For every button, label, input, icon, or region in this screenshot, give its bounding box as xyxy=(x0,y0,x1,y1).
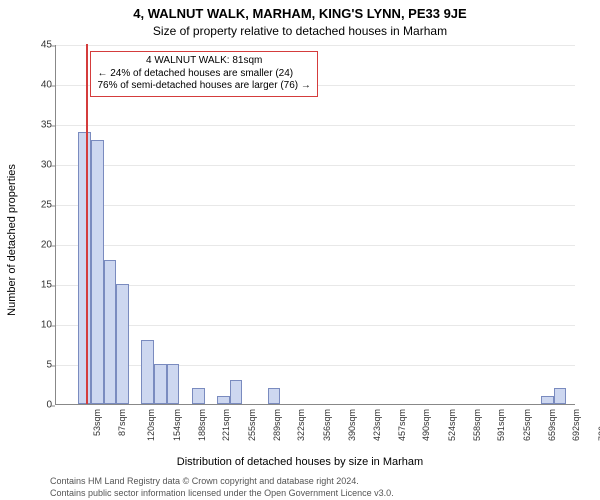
x-tick-label: 154sqm xyxy=(172,409,182,441)
x-tick-label: 356sqm xyxy=(322,409,332,441)
histogram-bar xyxy=(554,388,567,404)
gridline xyxy=(56,125,575,126)
annotation-line3: 76% of semi-detached houses are larger (… xyxy=(97,80,310,93)
histogram-bar xyxy=(78,132,91,404)
x-tick-label: 490sqm xyxy=(421,409,431,441)
x-tick-label: 591sqm xyxy=(496,409,506,441)
plot-area: 4 WALNUT WALK: 81sqm ← 24% of detached h… xyxy=(55,45,575,405)
gridline xyxy=(56,245,575,246)
y-tick-label: 25 xyxy=(28,200,52,211)
annotation-box: 4 WALNUT WALK: 81sqm ← 24% of detached h… xyxy=(90,51,317,97)
x-tick-label: 692sqm xyxy=(571,409,581,441)
x-tick-label: 53sqm xyxy=(92,409,102,436)
y-tick-label: 10 xyxy=(28,320,52,331)
chart-title: 4, WALNUT WALK, MARHAM, KING'S LYNN, PE3… xyxy=(0,6,600,21)
gridline xyxy=(56,45,575,46)
chart-container: 4, WALNUT WALK, MARHAM, KING'S LYNN, PE3… xyxy=(0,0,600,500)
histogram-bar xyxy=(268,388,281,404)
histogram-bar xyxy=(217,396,230,404)
histogram-bar xyxy=(192,388,205,404)
gridline xyxy=(56,165,575,166)
y-axis-label: Number of detached properties xyxy=(6,164,18,316)
x-tick-label: 390sqm xyxy=(347,409,357,441)
x-tick-label: 726sqm xyxy=(597,409,600,441)
x-tick-label: 558sqm xyxy=(472,409,482,441)
x-tick-label: 255sqm xyxy=(247,409,257,441)
x-tick-label: 322sqm xyxy=(297,409,307,441)
histogram-bar xyxy=(154,364,167,404)
y-tick-label: 5 xyxy=(28,360,52,371)
x-tick-label: 188sqm xyxy=(197,409,207,441)
x-tick-label: 289sqm xyxy=(272,409,282,441)
histogram-bar xyxy=(141,340,154,404)
reference-line xyxy=(86,44,88,404)
x-tick-label: 659sqm xyxy=(547,409,557,441)
x-tick-label: 87sqm xyxy=(117,409,127,436)
y-tick-label: 20 xyxy=(28,240,52,251)
histogram-bar xyxy=(167,364,180,404)
annotation-line2: ← 24% of detached houses are smaller (24… xyxy=(97,68,310,81)
y-tick-label: 35 xyxy=(28,120,52,131)
gridline xyxy=(56,325,575,326)
x-tick-label: 524sqm xyxy=(447,409,457,441)
histogram-bar xyxy=(541,396,554,404)
gridline xyxy=(56,285,575,286)
y-tick-label: 15 xyxy=(28,280,52,291)
footer-licence: Contains public sector information licen… xyxy=(50,488,394,498)
y-tick-label: 40 xyxy=(28,80,52,91)
y-tick-label: 30 xyxy=(28,160,52,171)
histogram-bar xyxy=(104,260,117,404)
annotation-line1: 4 WALNUT WALK: 81sqm xyxy=(97,55,310,68)
histogram-bar xyxy=(230,380,243,404)
gridline xyxy=(56,205,575,206)
x-axis-label: Distribution of detached houses by size … xyxy=(0,456,600,468)
x-tick-label: 120sqm xyxy=(146,409,156,441)
x-tick-label: 625sqm xyxy=(522,409,532,441)
x-tick-label: 423sqm xyxy=(372,409,382,441)
histogram-bar xyxy=(116,284,129,404)
gridline xyxy=(56,365,575,366)
x-tick-label: 221sqm xyxy=(221,409,231,441)
y-tick-label: 0 xyxy=(28,400,52,411)
y-tick-label: 45 xyxy=(28,40,52,51)
footer-copyright: Contains HM Land Registry data © Crown c… xyxy=(50,476,359,486)
chart-subtitle: Size of property relative to detached ho… xyxy=(0,24,600,38)
x-tick-label: 457sqm xyxy=(397,409,407,441)
histogram-bar xyxy=(91,140,104,404)
